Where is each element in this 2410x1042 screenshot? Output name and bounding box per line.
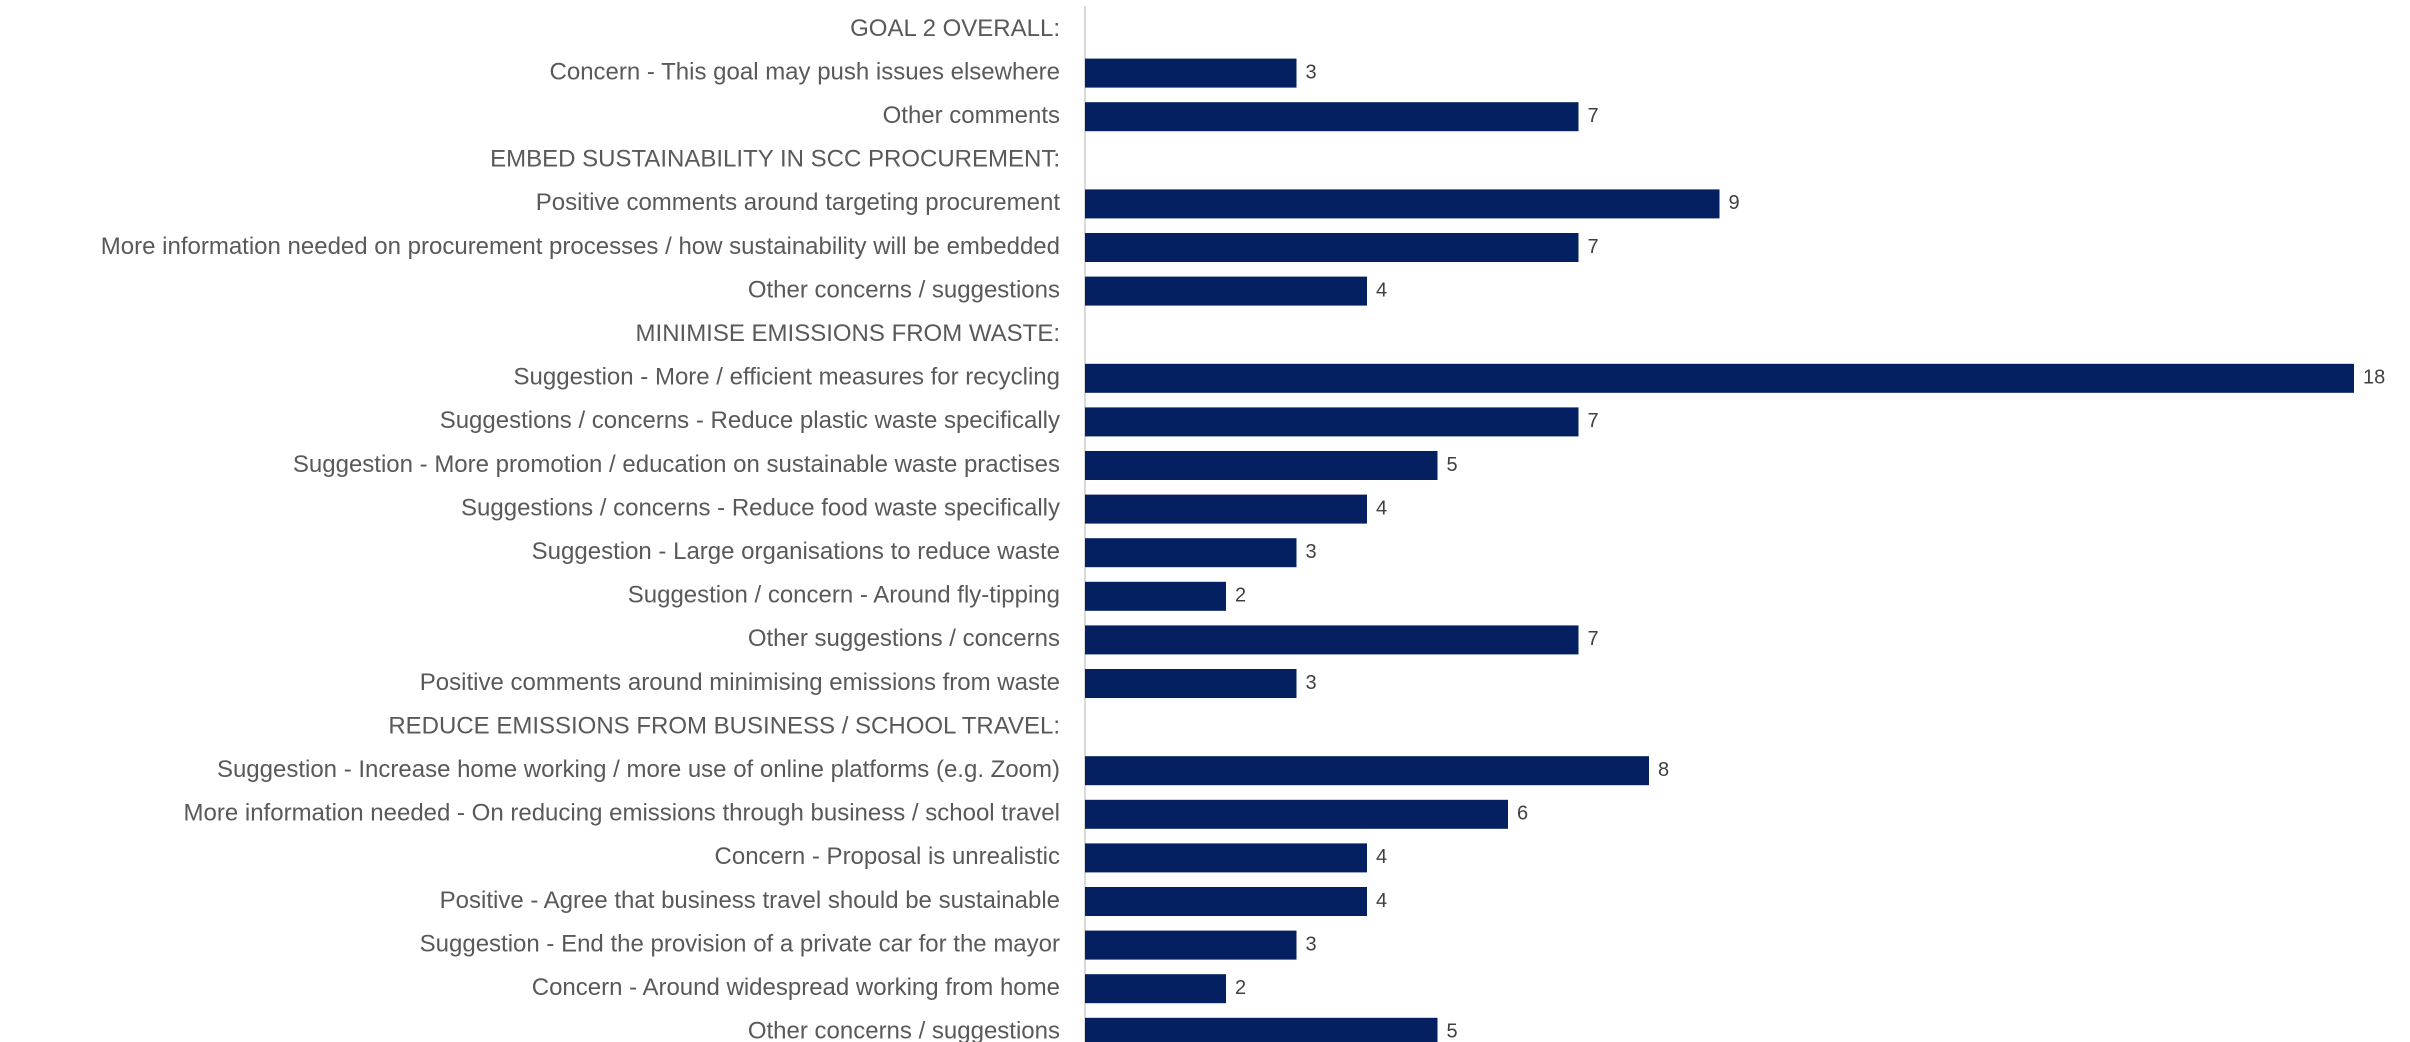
- value-label: 8: [1658, 759, 1669, 781]
- value-label: 4: [1376, 279, 1387, 301]
- value-label: 2: [1235, 977, 1246, 999]
- category-label: MINIMISE EMISSIONS FROM WASTE:: [636, 320, 1060, 347]
- value-label: 7: [1588, 410, 1599, 432]
- category-label: Suggestion - More / efficient measures f…: [514, 364, 1060, 391]
- bar: [1085, 494, 1367, 524]
- value-label: 7: [1588, 236, 1599, 258]
- category-label: Other concerns / suggestions: [748, 1018, 1060, 1042]
- category-label: GOAL 2 OVERALL:: [850, 15, 1060, 42]
- value-label: 2: [1235, 585, 1246, 607]
- category-label: Other comments: [883, 102, 1060, 129]
- category-label: Positive comments around minimising emis…: [420, 669, 1060, 696]
- value-label: 3: [1306, 672, 1317, 694]
- bar: [1085, 102, 1579, 132]
- value-label: 4: [1376, 890, 1387, 912]
- value-label: 18: [2363, 367, 2385, 389]
- category-labels: GOAL 2 OVERALL: Concern - This goal may p…: [101, 15, 1061, 1042]
- category-label: REDUCE EMISSIONS FROM BUSINESS / SCHOOL …: [388, 712, 1060, 739]
- bar: [1085, 451, 1438, 480]
- category-label: Suggestion - End the provision of a priv…: [420, 930, 1060, 957]
- bar: [1085, 756, 1649, 786]
- value-label: 7: [1588, 105, 1599, 127]
- bar: [1085, 1017, 1438, 1042]
- category-label: Other suggestions / concerns: [748, 625, 1060, 652]
- category-label: Suggestion - Increase home working / mor…: [217, 756, 1060, 783]
- category-label: Suggestion / concern - Around fly-tippin…: [628, 582, 1060, 609]
- value-label: 5: [1447, 1021, 1458, 1042]
- bar: [1085, 189, 1720, 219]
- bars: [1085, 58, 2354, 1042]
- bar: [1085, 58, 1297, 88]
- category-label: More information needed on procurement p…: [101, 233, 1060, 260]
- value-label: 6: [1517, 803, 1528, 825]
- bar: [1085, 843, 1367, 873]
- value-label: 4: [1376, 846, 1387, 868]
- bar: [1085, 538, 1297, 568]
- category-label: Suggestions / concerns - Reduce food was…: [461, 494, 1060, 521]
- category-label: Concern - Around widespread working from…: [532, 974, 1060, 1001]
- value-label: 4: [1376, 497, 1387, 519]
- bar: [1085, 625, 1579, 655]
- category-label: Positive comments around targeting procu…: [536, 189, 1061, 216]
- value-labels: 3 7 9 7 4 18 7 5 4 3 2 7 3 8 6 4 4 3 2 5: [1235, 61, 2385, 1042]
- category-label: Concern - Proposal is unrealistic: [715, 843, 1060, 870]
- category-label: Suggestion - More promotion / education …: [293, 451, 1060, 478]
- category-label: Concern - This goal may push issues else…: [550, 58, 1060, 85]
- bar: [1085, 974, 1226, 1004]
- bar: [1085, 233, 1579, 262]
- category-label: EMBED SUSTAINABILITY IN SCC PROCUREMENT:: [490, 146, 1060, 173]
- category-label: More information needed - On reducing em…: [184, 800, 1060, 827]
- bar: [1085, 887, 1367, 916]
- bar: [1085, 276, 1367, 306]
- category-label: Other concerns / suggestions: [748, 276, 1060, 303]
- value-label: 9: [1729, 192, 1740, 214]
- bar: [1085, 930, 1297, 960]
- bar: [1085, 407, 1579, 437]
- value-label: 7: [1588, 628, 1599, 650]
- category-label: Positive - Agree that business travel sh…: [440, 887, 1060, 914]
- bar: [1085, 363, 2354, 393]
- category-label: Suggestion - Large organisations to redu…: [532, 538, 1060, 565]
- value-label: 3: [1306, 541, 1317, 563]
- value-label: 3: [1306, 61, 1317, 83]
- bar: [1085, 799, 1508, 829]
- value-label: 5: [1447, 454, 1458, 476]
- category-label: Suggestions / concerns - Reduce plastic …: [440, 407, 1060, 434]
- bar: [1085, 581, 1226, 611]
- bar: [1085, 669, 1297, 698]
- value-label: 3: [1306, 933, 1317, 955]
